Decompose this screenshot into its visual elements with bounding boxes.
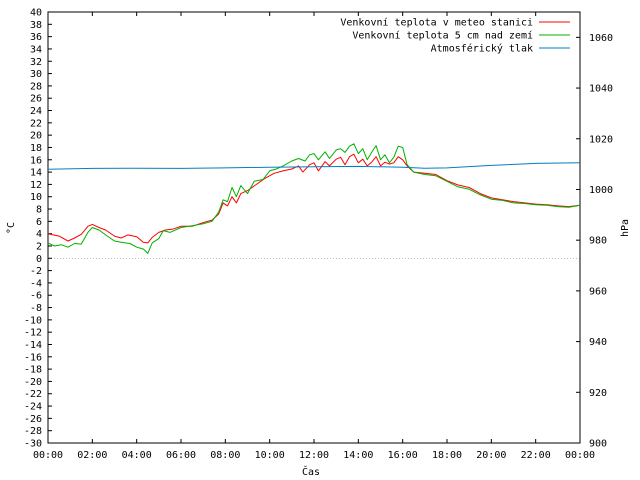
series-line-1 <box>47 153 581 244</box>
series-layer <box>47 143 581 254</box>
plot-frame <box>47 11 581 444</box>
x-tick-label: 08:00 <box>210 450 240 461</box>
y-tick-label: -30 <box>24 439 42 450</box>
x-tick-label: 22:00 <box>521 450 551 461</box>
y2-tick-label: 1000 <box>589 185 613 196</box>
y-tick-label: 0 <box>36 254 42 265</box>
legend-label-2: Venkovní teplota 5 cm nad zemí <box>352 30 533 42</box>
y-tick-label: -10 <box>24 315 42 326</box>
y-tick-label: -6 <box>30 291 42 302</box>
y-tick-label: -4 <box>30 278 42 289</box>
y-tick-label: 14 <box>30 168 42 179</box>
y-tick-label: 30 <box>30 69 42 80</box>
x-tick-label: 18:00 <box>432 450 462 461</box>
y-tick-label: 34 <box>30 44 42 55</box>
y-tick-label: 12 <box>30 180 42 191</box>
y-tick-label: 20 <box>30 131 42 142</box>
x-tick-label: 20:00 <box>476 450 506 461</box>
x-axis-label: Čas <box>302 465 320 478</box>
y-tick-label: -24 <box>24 402 42 413</box>
legend-label-1: Venkovní teplota v meteo stanici <box>340 17 533 29</box>
y-tick-label: 40 <box>30 8 42 19</box>
y-tick-label: 38 <box>30 20 42 31</box>
x-tick-label: 04:00 <box>122 450 152 461</box>
y-tick-label: 18 <box>30 143 42 154</box>
y-tick-label: -8 <box>30 303 42 314</box>
x-tick-label: 00:00 <box>565 450 595 461</box>
y-tick-label: 22 <box>30 118 42 129</box>
y2-tick-label: 1020 <box>589 134 613 145</box>
series-line-2 <box>47 143 581 254</box>
y-tick-label: 26 <box>30 94 42 105</box>
y2-tick-label: 1060 <box>589 33 613 44</box>
y-tick-label: -26 <box>24 414 42 425</box>
y-tick-label: 2 <box>36 241 42 252</box>
legend-label-3: Atmosférický tlak <box>431 43 533 55</box>
y-axis-label: °C <box>6 222 17 234</box>
y2-tick-label: 900 <box>589 439 607 450</box>
y-tick-label: 8 <box>36 205 42 216</box>
x-tick-label: 12:00 <box>299 450 329 461</box>
y-tick-label: 16 <box>30 155 42 166</box>
legend: Venkovní teplota v meteo staniciVenkovní… <box>340 17 570 55</box>
y-tick-label: 36 <box>30 32 42 43</box>
y-tick-label: 4 <box>36 229 42 240</box>
y2-tick-label: 940 <box>589 337 607 348</box>
y-tick-label: -20 <box>24 377 42 388</box>
y2-tick-label: 920 <box>589 388 607 399</box>
x-tick-label: 10:00 <box>255 450 285 461</box>
y-tick-label: 28 <box>30 81 42 92</box>
y-tick-label: 32 <box>30 57 42 68</box>
x-tick-label: 14:00 <box>343 450 373 461</box>
series-line-3 <box>47 162 581 170</box>
y-tick-label: 10 <box>30 192 42 203</box>
x-tick-label: 06:00 <box>166 450 196 461</box>
y2-tick-label: 1040 <box>589 84 613 95</box>
x-tick-label: 02:00 <box>77 450 107 461</box>
y2-tick-label: 960 <box>589 286 607 297</box>
y-tick-label: -28 <box>24 426 42 437</box>
y-tick-label: -16 <box>24 352 42 363</box>
x-tick-label: 16:00 <box>388 450 418 461</box>
y-tick-label: -2 <box>30 266 42 277</box>
y-tick-label: -18 <box>24 365 42 376</box>
y2-tick-label: 980 <box>589 236 607 247</box>
y-tick-label: -12 <box>24 328 42 339</box>
y-tick-label: -22 <box>24 389 42 400</box>
y-tick-label: -14 <box>24 340 42 351</box>
y-tick-label: 6 <box>36 217 42 228</box>
y2-axis-label: hPa <box>620 219 631 237</box>
y-tick-label: 24 <box>30 106 42 117</box>
x-tick-label: 00:00 <box>33 450 63 461</box>
